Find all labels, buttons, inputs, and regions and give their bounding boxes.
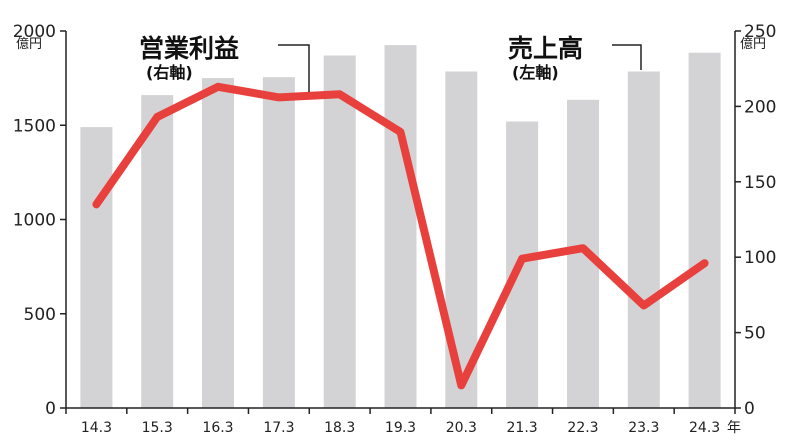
x-axis-tick-label: 19.3 [385,420,416,436]
x-axis-unit: 年 [727,420,741,436]
x-axis-tick-label: 15.3 [142,420,173,436]
x-axis-tick-label: 20.3 [446,420,477,436]
operating-profit-leader-line [278,44,310,92]
operating-profit-point [216,85,220,89]
operating-profit-point [642,304,646,307]
sales-bar [141,95,174,408]
sales-leader-line [612,44,642,70]
operating-profit-axis-note: (右軸) [146,63,193,82]
x-axis-tick-label: 21.3 [507,420,538,436]
line-layer [92,82,709,390]
sales-bar [688,52,721,408]
sales-bar [80,127,113,408]
sales-bar [202,78,234,408]
operating-profit-point [581,246,585,250]
axis-ticks-layer: 0 500 1000 1500 2000 0 50 100 150 200 250 14.3 15.3 1… [13,22,777,436]
left-axis-tick-label: 1000 [13,211,56,231]
operating-profit-title: 営業利益 [139,34,239,63]
right-axis-tick-label: 100 [744,248,776,268]
x-axis-tick-label: 16.3 [202,420,233,436]
operating-profit-point [277,95,281,99]
x-axis-tick-label: 22.3 [567,420,598,436]
operating-profit-label: 営業利益 (右軸) [139,34,310,92]
x-axis-tick-label: 14.3 [81,420,112,436]
sales-bar [262,77,295,408]
x-axis-tick-label: 17.3 [263,420,294,436]
operating-profit-point [338,92,342,96]
sales-bar [384,45,417,408]
operating-profit-point [155,115,159,119]
right-axis-tick-label: 250 [744,22,776,42]
operating-profit-point [520,257,524,261]
left-axis-unit: 億円 [16,36,42,52]
right-axis-unit: 億円 [740,36,766,52]
sales-label: 売上高 (左軸) [508,34,642,82]
x-axis-tick-label: 24.3 [689,420,720,436]
right-axis-tick-label: 0 [744,399,755,419]
sales-title: 売上高 [508,34,583,63]
left-axis-tick-label: 1500 [13,116,56,136]
operating-profit-point [399,130,402,134]
bars-layer [80,45,721,409]
x-axis-tick-label: 23.3 [628,420,659,436]
right-axis-tick-label: 200 [744,97,776,117]
left-axis-tick-label: 500 [24,305,56,325]
operating-profit-point [94,202,98,206]
right-axis-tick-label: 150 [744,173,776,193]
sales-axis-note: (左軸) [512,63,559,82]
left-axis-tick-label: 0 [45,399,56,419]
sales-bar [627,71,660,408]
right-axis-tick-label: 50 [744,324,766,344]
left-axis-tick-label: 2000 [13,22,56,42]
operating-profit-point [459,383,463,387]
operating-profit-point [703,261,707,265]
sales-bar [323,55,356,408]
x-axis-tick-label: 18.3 [324,420,355,436]
